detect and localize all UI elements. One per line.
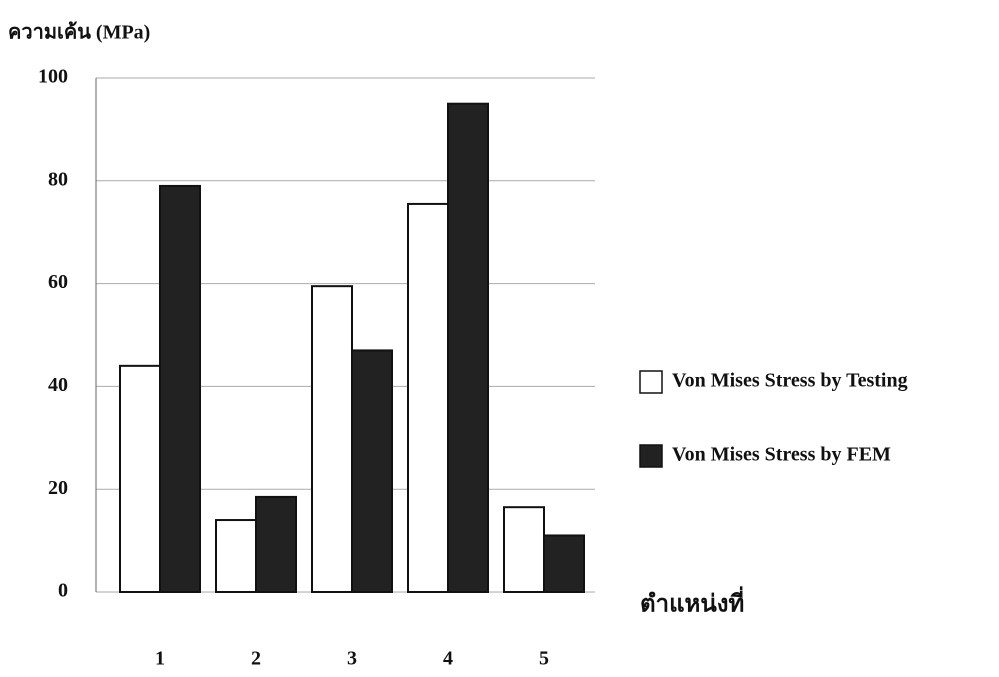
y-tick-label: 20	[48, 477, 68, 499]
bar	[312, 286, 352, 592]
bar	[352, 350, 392, 592]
legend-swatch	[640, 371, 662, 393]
y-tick-label: 60	[48, 271, 68, 293]
x-tick-label: 2	[251, 648, 261, 670]
bar	[256, 497, 296, 592]
y-tick-label: 40	[48, 374, 68, 396]
x-axis-label: ตำแหน่งที่	[640, 586, 744, 618]
bar	[448, 104, 488, 592]
bar	[408, 204, 448, 592]
y-tick-label: 80	[48, 168, 68, 190]
y-tick-label: 0	[58, 580, 68, 602]
x-tick-label: 1	[155, 648, 165, 670]
y-tick-label: 100	[38, 66, 68, 88]
chart: ความเค้น (MPa) ตำแหน่งที่ 0 20 40 60 80 100 1 2…	[0, 0, 999, 672]
legend-label: Von Mises Stress by FEM	[672, 444, 891, 466]
y-axis-label: ความเค้น (MPa)	[8, 21, 150, 44]
bar	[160, 186, 200, 592]
x-tick-label: 5	[539, 648, 549, 670]
legend-label: Von Mises Stress by Testing	[672, 370, 908, 392]
bar	[216, 520, 256, 592]
bar	[504, 507, 544, 592]
bar	[544, 535, 584, 592]
bar	[120, 366, 160, 592]
legend-swatch	[640, 445, 662, 467]
x-tick-label: 3	[347, 648, 357, 670]
x-tick-label: 4	[443, 648, 453, 670]
